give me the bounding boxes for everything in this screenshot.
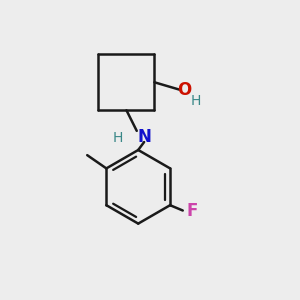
Text: N: N [137, 128, 151, 146]
Text: H: H [112, 131, 123, 145]
Text: H: H [190, 94, 201, 107]
Text: O: O [177, 81, 191, 99]
Text: F: F [186, 202, 198, 220]
